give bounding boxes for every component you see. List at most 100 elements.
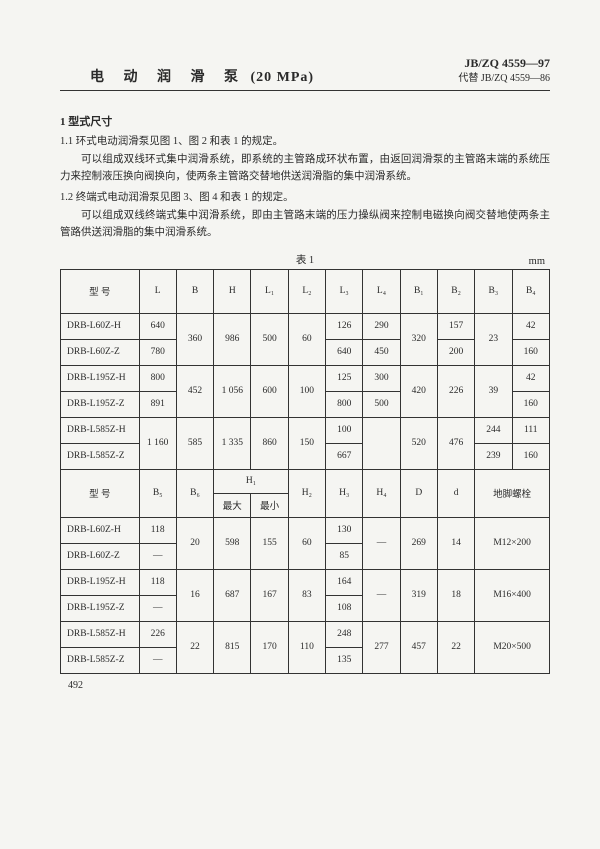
th-d: d	[437, 469, 474, 517]
cell: 640	[139, 313, 176, 339]
cell: 160	[512, 391, 549, 417]
th-B3: B₃	[475, 269, 512, 313]
cell: 18	[437, 569, 474, 621]
cell: 22	[437, 621, 474, 673]
th-L: L	[139, 269, 176, 313]
cell: 60	[288, 313, 325, 365]
table-row: DRB-L60Z-H 640 360 986 500 60 126 290 32…	[61, 313, 550, 339]
cell: 167	[251, 569, 288, 621]
cell: 269	[400, 517, 437, 569]
th-D: D	[400, 469, 437, 517]
cell: 500	[363, 391, 400, 417]
cell: 452	[176, 365, 213, 417]
table-row: DRB-L585Z-H 1 160 585 1 335 860 150 100 …	[61, 417, 550, 443]
cell: 155	[251, 517, 288, 569]
cell: 160	[512, 339, 549, 365]
th-H2: H₂	[288, 469, 325, 517]
cell: 457	[400, 621, 437, 673]
th-B: B	[176, 269, 213, 313]
cell: —	[363, 569, 400, 621]
cell: 290	[363, 313, 400, 339]
cell: 130	[326, 517, 363, 543]
page-number: 492	[60, 680, 550, 691]
cell-model: DRB-L585Z-H	[61, 417, 140, 443]
th-H1-min: 最小	[251, 493, 288, 517]
cell: 126	[326, 313, 363, 339]
th-H1: H₁	[214, 469, 289, 493]
cell: 1 160	[139, 417, 176, 469]
cell: M20×500	[475, 621, 550, 673]
cell-model: DRB-L60Z-H	[61, 517, 140, 543]
cell-model: DRB-L60Z-H	[61, 313, 140, 339]
th-B4: B₄	[512, 269, 549, 313]
cell-model: DRB-L60Z-Z	[61, 543, 140, 569]
table-header-row-2: 型 号 B₅ B₆ H₁ H₂ H₃ H₄ D d 地脚螺栓	[61, 469, 550, 493]
cell-model: DRB-L585Z-Z	[61, 647, 140, 673]
cell: —	[139, 543, 176, 569]
cell-model: DRB-L195Z-Z	[61, 391, 140, 417]
cell: 226	[437, 365, 474, 417]
cell: 800	[326, 391, 363, 417]
subsection-1-1: 1.1 环式电动润滑泵见图 1、图 2 和表 1 的规定。	[60, 133, 550, 148]
cell: 14	[437, 517, 474, 569]
cell: 600	[251, 365, 288, 417]
cell: 1 335	[214, 417, 251, 469]
cell: 248	[326, 621, 363, 647]
cell: 111	[512, 417, 549, 443]
th-model: 型 号	[61, 269, 140, 313]
th-L3: L₃	[326, 269, 363, 313]
th-L2: L₂	[288, 269, 325, 313]
cell: 780	[139, 339, 176, 365]
cell: 277	[363, 621, 400, 673]
title-subtitle: (20 MPa)	[246, 70, 314, 85]
cell: —	[139, 647, 176, 673]
cell: 150	[288, 417, 325, 469]
cell: 450	[363, 339, 400, 365]
cell	[363, 417, 400, 469]
cell: 667	[326, 443, 363, 469]
cell: 42	[512, 313, 549, 339]
cell-model: DRB-L195Z-H	[61, 365, 140, 391]
cell: 891	[139, 391, 176, 417]
cell: 125	[326, 365, 363, 391]
std-main: JB/ZQ 4559—97	[458, 55, 550, 72]
cell: 476	[437, 417, 474, 469]
cell: M16×400	[475, 569, 550, 621]
cell: 110	[288, 621, 325, 673]
cell: 598	[214, 517, 251, 569]
paragraph-1-1: 可以组成双线环式集中润滑系统，即系统的主管路成环状布置，由返回润滑泵的主管路末端…	[60, 152, 550, 186]
page-header: 电 动 润 滑 泵 (20 MPa) JB/ZQ 4559—97 代替 JB/Z…	[60, 55, 550, 91]
cell: 815	[214, 621, 251, 673]
cell: 420	[400, 365, 437, 417]
cell: 319	[400, 569, 437, 621]
cell: 23	[475, 313, 512, 365]
std-sub: 代替 JB/ZQ 4559—86	[458, 72, 550, 86]
th-B5: B₅	[139, 469, 176, 517]
cell: 108	[326, 595, 363, 621]
cell: 687	[214, 569, 251, 621]
cell: 39	[475, 365, 512, 417]
cell: 360	[176, 313, 213, 365]
cell-model: DRB-L60Z-Z	[61, 339, 140, 365]
cell: 118	[139, 517, 176, 543]
cell: 239	[475, 443, 512, 469]
cell: 100	[326, 417, 363, 443]
table-header-row: 型 号 L B H L₁ L₂ L₃ L₄ B₁ B₂ B₃ B₄	[61, 269, 550, 313]
cell-model: DRB-L195Z-H	[61, 569, 140, 595]
th-L4: L₄	[363, 269, 400, 313]
table-unit: mm	[529, 256, 545, 267]
cell: 800	[139, 365, 176, 391]
spec-table-upper: 型 号 L B H L₁ L₂ L₃ L₄ B₁ B₂ B₃ B₄ DRB-L6…	[60, 269, 550, 674]
cell: 60	[288, 517, 325, 569]
cell: 135	[326, 647, 363, 673]
cell: 500	[251, 313, 288, 365]
th-B6: B₆	[176, 469, 213, 517]
cell: 860	[251, 417, 288, 469]
cell: 300	[363, 365, 400, 391]
cell-model: DRB-L585Z-Z	[61, 443, 140, 469]
cell: 164	[326, 569, 363, 595]
cell: —	[363, 517, 400, 569]
cell: 42	[512, 365, 549, 391]
subsection-1-2: 1.2 终端式电动润滑泵见图 3、图 4 和表 1 的规定。	[60, 189, 550, 204]
th-model: 型 号	[61, 469, 140, 517]
